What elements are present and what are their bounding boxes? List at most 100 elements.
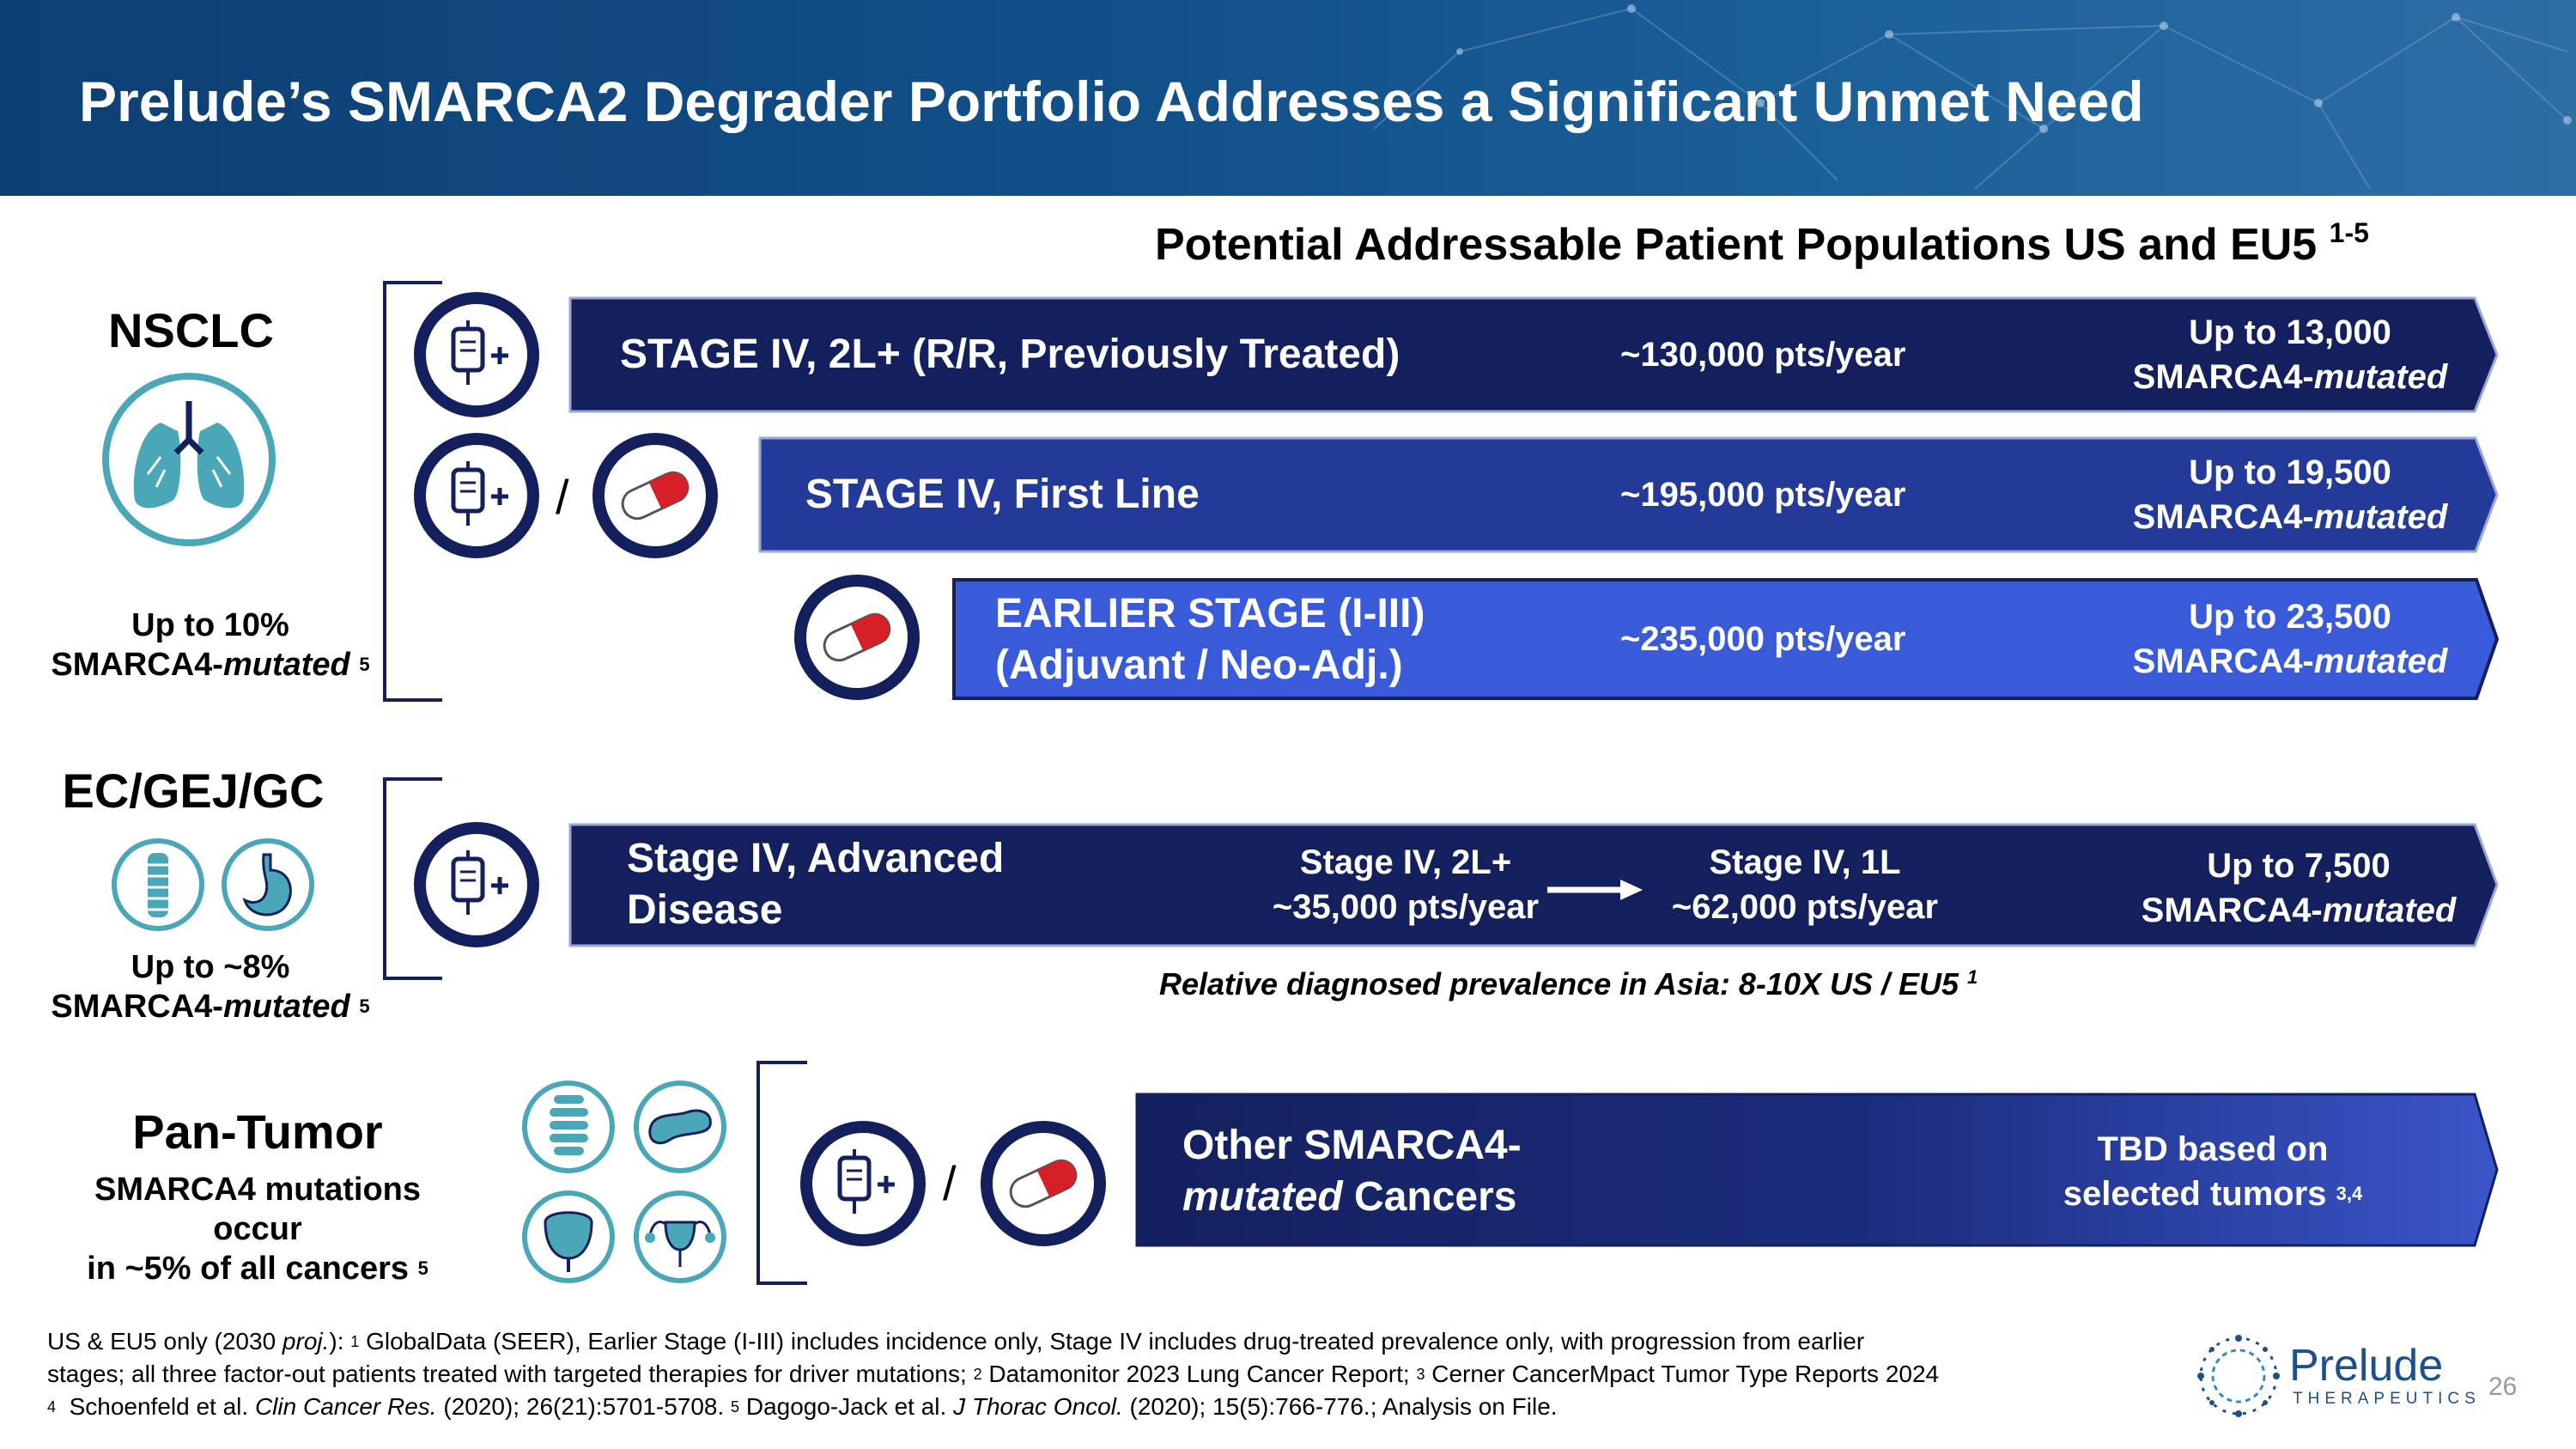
fn-sup: 5 (731, 1398, 740, 1416)
banner-shape (952, 578, 2499, 700)
banner-pan: Other SMARCA4- mutated Cancers TBD based… (1135, 1093, 2499, 1247)
pill-icon (592, 433, 718, 558)
banner-right: Up to 13,000 SMARCA4-mutated (2028, 310, 2552, 399)
subheading-sup: 1-5 (2329, 217, 2369, 248)
ec-stat-sup: 5 (359, 995, 370, 1017)
banner-ec: Stage IV, Advanced Disease Stage IV, 2L+… (568, 823, 2499, 947)
iv-drug-icon (414, 433, 539, 558)
subheading: Potential Addressable Patient Population… (1155, 217, 2369, 271)
banner-shape (568, 823, 2499, 947)
banner-right-line2: selected tumors (2063, 1175, 2327, 1213)
banner-mut-italic: mutated (2322, 892, 2457, 929)
arrow-right-icon (1547, 880, 1643, 900)
logo-name: Prelude (2289, 1341, 2444, 1391)
asia-note-sup: 1 (1967, 966, 1978, 988)
fn-text: Clin Cancer Res. (254, 1393, 437, 1420)
header-bar: Prelude’s SMARCA2 Degrader Portfolio Add… (0, 0, 2576, 196)
fn-text: US & EU5 only (2030 (47, 1328, 283, 1355)
nsclc-stat-prefix: SMARCA4- (51, 647, 223, 683)
banner-right: Up to 23,500 SMARCA4-mutated (2028, 594, 2552, 684)
asia-prevalence-note: Relative diagnosed prevalence in Asia: 8… (1159, 966, 1978, 1002)
fn-text: (2020); 26(21):5701-5708. (436, 1393, 732, 1420)
pan-stat-line1: SMARCA4 mutations occur (94, 1172, 422, 1247)
ec-stat: Up to ~8% SMARCA4-mutated 5 (34, 947, 386, 1026)
ec-title: EC/GEJ/GC (62, 764, 325, 818)
banner-label-line1: Other SMARCA4- (1182, 1123, 1522, 1168)
fn-text: (2020); 15(5):766-776.; Analysis on File… (1122, 1393, 1558, 1420)
banner-mut-prefix: SMARCA4- (2132, 358, 2314, 396)
ec-stat-line1: Up to ~8% (131, 949, 290, 985)
banner-right: Up to 19,500 SMARCA4-mutated (2028, 450, 2552, 539)
fn-text: Cerner CancerMpact Tumor Type Reports 20… (1425, 1361, 1940, 1387)
banner-shape (1135, 1093, 2499, 1247)
banner-label: Stage IV, Advanced Disease (627, 833, 1004, 936)
banner-mut-italic: mutated (2313, 498, 2448, 536)
banner-nsclc-1l: STAGE IV, First Line ~195,000 pts/year U… (758, 436, 2499, 553)
banner-right: TBD based on selected tumors 3,4 (2037, 1127, 2389, 1216)
pancreas-icon (634, 1081, 726, 1173)
banner-label-rest: Cancers (1342, 1174, 1517, 1220)
banner-right-line1: TBD based on (2097, 1130, 2329, 1168)
iv-drug-icon (414, 292, 539, 417)
pan-bracket (756, 1061, 807, 1285)
pan-title: Pan-Tumor (132, 1105, 383, 1159)
esophagus-icon (112, 838, 204, 931)
banner-mut-italic: mutated (2313, 358, 2448, 396)
fn-sup: 4 (47, 1398, 57, 1416)
banner-right: Up to 7,500 SMARCA4-mutated (2050, 843, 2548, 933)
iv-drug-icon (800, 1121, 926, 1246)
banner-mut-prefix: SMARCA4- (2141, 892, 2323, 929)
nsclc-stat-sup: 5 (359, 654, 370, 675)
bladder-icon (522, 1190, 615, 1283)
banner-label: Other SMARCA4- mutated Cancers (1182, 1120, 1522, 1223)
fn-text: stages; all three factor-out patients tr… (47, 1361, 974, 1387)
nsclc-stat: Up to 10% SMARCA4-mutated 5 (34, 606, 386, 685)
nsclc-stat-line1: Up to 10% (131, 607, 289, 643)
network-pattern (1373, 4, 2572, 190)
fn-sup: 3 (1416, 1366, 1425, 1383)
banner-label-line1: Stage IV, Advanced (627, 836, 1005, 881)
slash-separator: / (943, 1156, 957, 1210)
pill-icon (981, 1121, 1106, 1246)
fn-sup: 1 (350, 1333, 360, 1350)
banner-upto: Up to 13,000 (2189, 314, 2391, 351)
banner-label-italic: mutated (1182, 1174, 1343, 1220)
banner-mut-prefix: SMARCA4- (2132, 642, 2314, 680)
pan-stat-sup: 5 (417, 1257, 428, 1279)
pan-stat: SMARCA4 mutations occur in ~5% of all ca… (47, 1170, 468, 1288)
iv-drug-icon (414, 822, 539, 947)
banner-from-line1: Stage IV, 2L+ (1299, 843, 1512, 881)
footnote: US & EU5 only (2030 proj.): 1 GlobalData… (47, 1325, 2194, 1423)
ec-stat-italic: mutated (222, 989, 350, 1025)
banner-pts: ~235,000 pts/year (1620, 620, 1906, 658)
banner-nsclc-2l: STAGE IV, 2L+ (R/R, Previously Treated) … (568, 296, 2499, 413)
banner-upto: Up to 19,500 (2189, 454, 2391, 491)
banner-mut-prefix: SMARCA4- (2132, 498, 2314, 536)
banner-label: EARLIER STAGE (I-III) (Adjuvant / Neo-Ad… (995, 588, 1425, 691)
banner-shape (568, 296, 2499, 413)
stomach-icon (222, 838, 314, 931)
nsclc-title: NSCLC (108, 303, 274, 357)
intestine-icon (522, 1081, 615, 1173)
pan-stat-line2: in ~5% of all cancers (87, 1251, 410, 1287)
fn-text: J Thorac Oncol. (953, 1393, 1123, 1420)
banner-pts: ~195,000 pts/year (1620, 476, 1906, 514)
fn-sup: 2 (973, 1366, 982, 1383)
logo-subtitle: THERAPEUTICS (2293, 1390, 2481, 1408)
page-title: Prelude’s SMARCA2 Degrader Portfolio Add… (79, 70, 2144, 133)
prelude-logo-icon (2197, 1335, 2280, 1417)
banner-label: STAGE IV, 2L+ (R/R, Previously Treated) (620, 332, 1400, 377)
banner-right-sup: 3,4 (2336, 1183, 2363, 1204)
uterus-icon (634, 1190, 726, 1283)
banner-to: Stage IV, 1L ~62,000 pts/year (1629, 840, 1981, 929)
banner-upto: Up to 7,500 (2207, 847, 2391, 885)
subheading-text: Potential Addressable Patient Population… (1155, 220, 2318, 270)
banner-to-line2: ~62,000 pts/year (1671, 888, 1939, 926)
banner-to-line1: Stage IV, 1L (1709, 843, 1901, 881)
fn-text: proj. (282, 1328, 330, 1355)
slash-separator: / (556, 470, 569, 524)
banner-mut-italic: mutated (2313, 642, 2448, 680)
fn-text: GlobalData (SEER), Earlier Stage (I-III)… (359, 1328, 1865, 1355)
banner-label: STAGE IV, First Line (805, 472, 1200, 517)
banner-label-line1: EARLIER STAGE (I-III) (995, 591, 1425, 636)
